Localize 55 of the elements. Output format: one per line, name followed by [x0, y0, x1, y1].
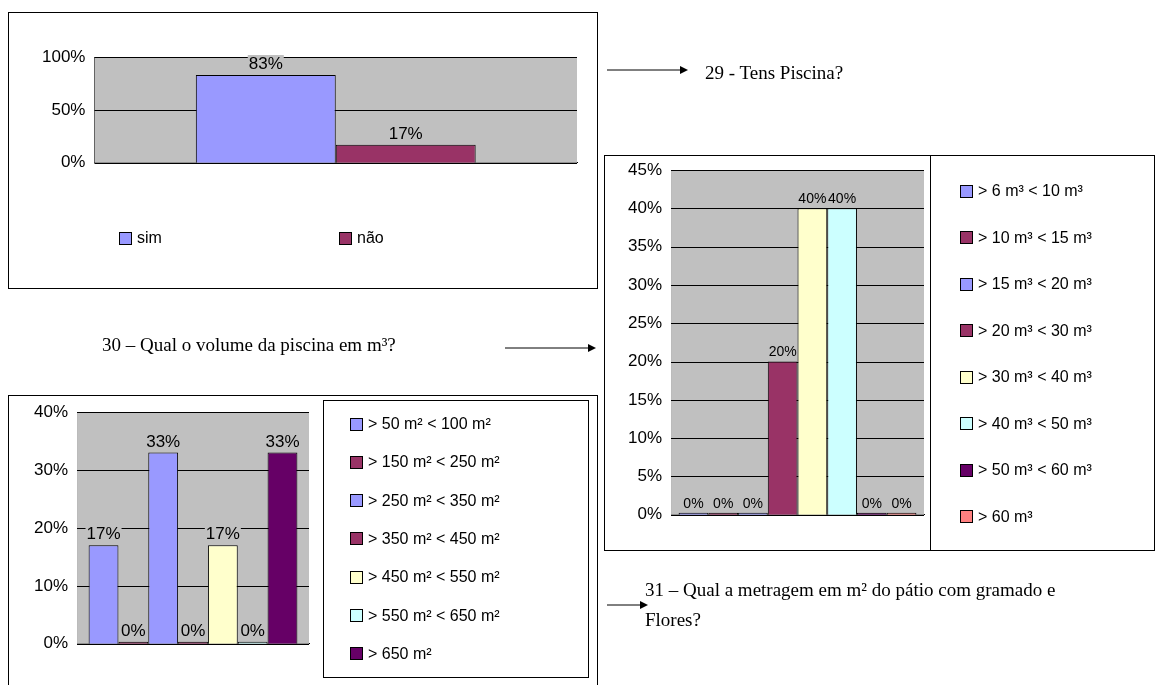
- data-label: 0%: [683, 494, 704, 511]
- data-label: 17%: [205, 524, 240, 544]
- legend-label: sim: [137, 229, 162, 247]
- legend-label: > 50 m³ < 60 m³: [978, 461, 1092, 480]
- y-tick-label: 20%: [33, 517, 69, 537]
- legend-label: > 650 m²: [368, 644, 432, 663]
- legend-label: > 15 m³ < 20 m³: [978, 275, 1092, 294]
- y-tick-label: 0%: [60, 152, 86, 172]
- data-label: 33%: [146, 431, 181, 451]
- legend-label: > 450 m² < 550 m²: [368, 568, 500, 587]
- legend-label: > 6 m³ < 10 m³: [978, 182, 1083, 201]
- y-tick-label: 0%: [637, 504, 663, 524]
- data-label: 17%: [388, 124, 423, 143]
- y-tick-label: 35%: [627, 236, 663, 256]
- legend-label: > 350 m² < 450 m²: [368, 529, 500, 548]
- legend-label: > 40 m³ < 50 m³: [978, 414, 1092, 433]
- legend-label: > 30 m³ < 40 m³: [978, 368, 1092, 387]
- data-label: 0%: [121, 620, 146, 640]
- y-tick-label: 40%: [627, 198, 663, 217]
- data-label: 0%: [713, 494, 734, 511]
- legend-label: > 20 m³ < 30 m³: [978, 321, 1092, 340]
- y-tick-label: 15%: [627, 389, 663, 409]
- legend-label: > 250 m² < 350 m²: [368, 491, 500, 510]
- y-tick-label: 10%: [33, 575, 69, 595]
- y-tick-label: 50%: [51, 99, 86, 119]
- y-tick-label: 25%: [627, 312, 663, 332]
- y-tick-label: 30%: [33, 459, 69, 479]
- data-label: 40%: [798, 190, 827, 207]
- text: 30 – Qual o volume da piscina em m³?: [102, 333, 397, 357]
- legend-label: > 150 m² < 250 m²: [368, 453, 500, 472]
- y-tick-label: 100%: [42, 46, 86, 66]
- legend-label: > 10 m³ < 15 m³: [978, 228, 1092, 247]
- data-label: 20%: [768, 343, 797, 360]
- data-label: 0%: [891, 494, 912, 511]
- text: 29 - Tens Piscina?: [705, 61, 845, 85]
- data-label: 40%: [828, 190, 857, 207]
- y-tick-label: 20%: [627, 351, 663, 371]
- y-tick-label: 5%: [637, 466, 663, 486]
- data-label: 17%: [86, 524, 121, 544]
- legend-label: > 550 m² < 650 m²: [368, 606, 500, 625]
- data-label: 0%: [861, 494, 882, 511]
- data-label: 0%: [240, 620, 265, 640]
- data-label: 0%: [742, 494, 764, 511]
- legend-label: > 60 m³: [978, 507, 1033, 526]
- data-label: 0%: [180, 620, 206, 640]
- y-tick-label: 40%: [33, 401, 69, 421]
- y-tick-label: 45%: [627, 159, 663, 179]
- y-tick-label: 0%: [43, 633, 69, 653]
- legend-label: > 50 m² < 100 m²: [368, 415, 491, 434]
- data-label: 83%: [248, 54, 283, 74]
- text: 31 – Qual a metragem em m² do pátio com gramado e Flores?: [645, 578, 1057, 632]
- legend-label: não: [357, 229, 384, 247]
- y-tick-label: 10%: [627, 427, 663, 447]
- y-tick-label: 30%: [627, 274, 663, 294]
- data-label: 33%: [265, 431, 300, 451]
